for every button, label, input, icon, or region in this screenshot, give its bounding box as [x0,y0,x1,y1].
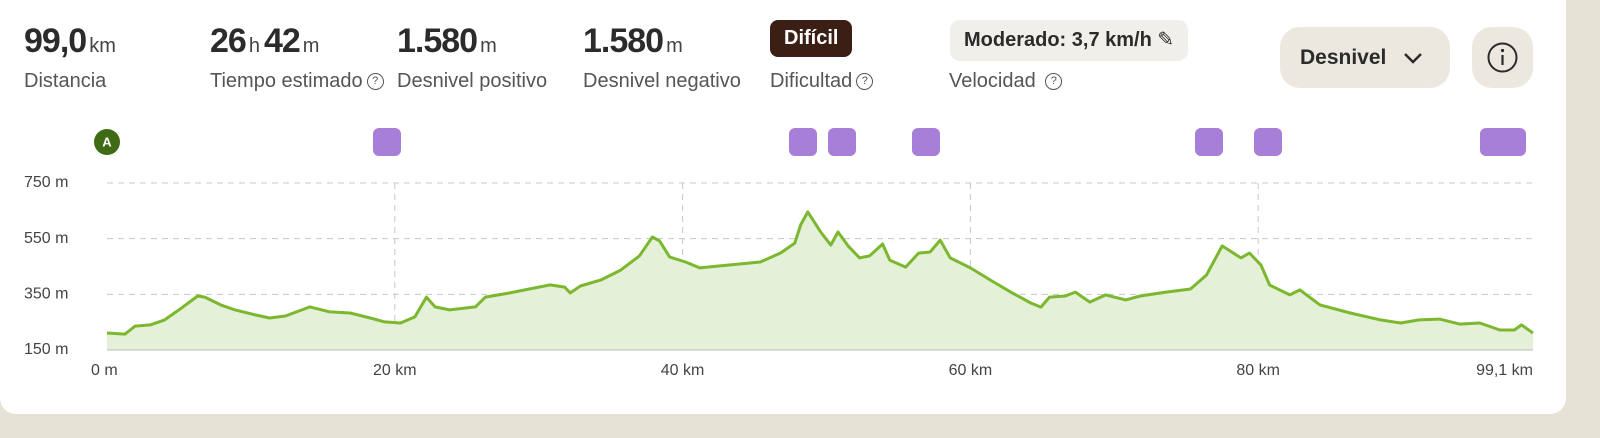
stat-label: Desnivel negativo [583,70,741,92]
descent-stat: 1.580 m [583,22,683,61]
stat-label: Dificultad [770,70,853,92]
stat-value: 1.580 [397,22,478,60]
x-tick-label: 60 km [949,362,993,379]
dropdown-label: Desnivel [1300,46,1387,69]
start-marker-label: A [102,134,112,149]
y-tick-label: 550 m [24,230,68,247]
help-icon[interactable]: ? [1045,73,1063,91]
ascent-stat: 1.580 m [397,22,497,61]
stat-value: 26 [210,22,247,60]
stat-value: 42 [263,22,301,60]
stat-label-row: Velocidad ? [949,70,1063,93]
stat-label: Distancia [24,70,107,92]
chevron [1404,53,1422,64]
x-tick-label: 0 m [91,362,118,379]
stat-label-row: Dificultad? [770,70,874,93]
waypoint-icons [373,128,1526,156]
elevation-line [106,210,1534,336]
stat-label: Desnivel positivo [397,70,548,92]
time-stat: 26 h 42 m [210,22,319,61]
stat-label: Velocidad [949,70,1036,92]
stat-value: 99,0 [24,22,87,60]
info-button[interactable] [1472,27,1533,88]
x-tick-label: 80 km [1236,362,1280,379]
stat-unit: m [480,35,497,57]
y-tick-label: 350 m [24,286,68,303]
x-tick-label: 40 km [661,362,705,379]
stat-label: Tiempo estimado [210,70,363,92]
y-tick-label: 150 m [24,341,68,358]
dropdown[interactable]: Desnivel [1280,27,1450,88]
stat-unit: km [89,35,116,57]
stat-unit: h [248,35,260,57]
elevation-area [107,211,1533,350]
speed-value: Moderado: 3,7 km/h [964,29,1152,51]
y-tick-label: 750 m [24,174,68,191]
elevation-card: 99,0 km Distancia 26 h 42 m Tiempo estimado?… [0,0,1566,414]
stat-unit: m [666,35,683,57]
difficulty-badge: Difícil [770,20,853,57]
elevation-chart: A 150 m 350 m 550 m 750 m 0 m 20 km 40 km 60 km… [24,128,1534,379]
start-marker[interactable] [94,129,120,155]
edit-icon: ✎ [1157,29,1175,51]
stat-value: 1.580 [583,22,664,60]
help-icon[interactable]: ? [856,73,874,91]
distance-stat: 99,0 km [24,22,116,61]
info-icon [1487,42,1518,73]
stat-unit: m [302,35,320,57]
x-tick-label: 99,1 km [1476,362,1533,379]
help-icon[interactable]: ? [366,73,384,91]
speed-button[interactable]: Moderado: 3,7 km/h ✎ [950,20,1189,61]
stat-label-row: Tiempo estimado? [210,70,384,93]
x-tick-label: 20 km [373,362,417,379]
